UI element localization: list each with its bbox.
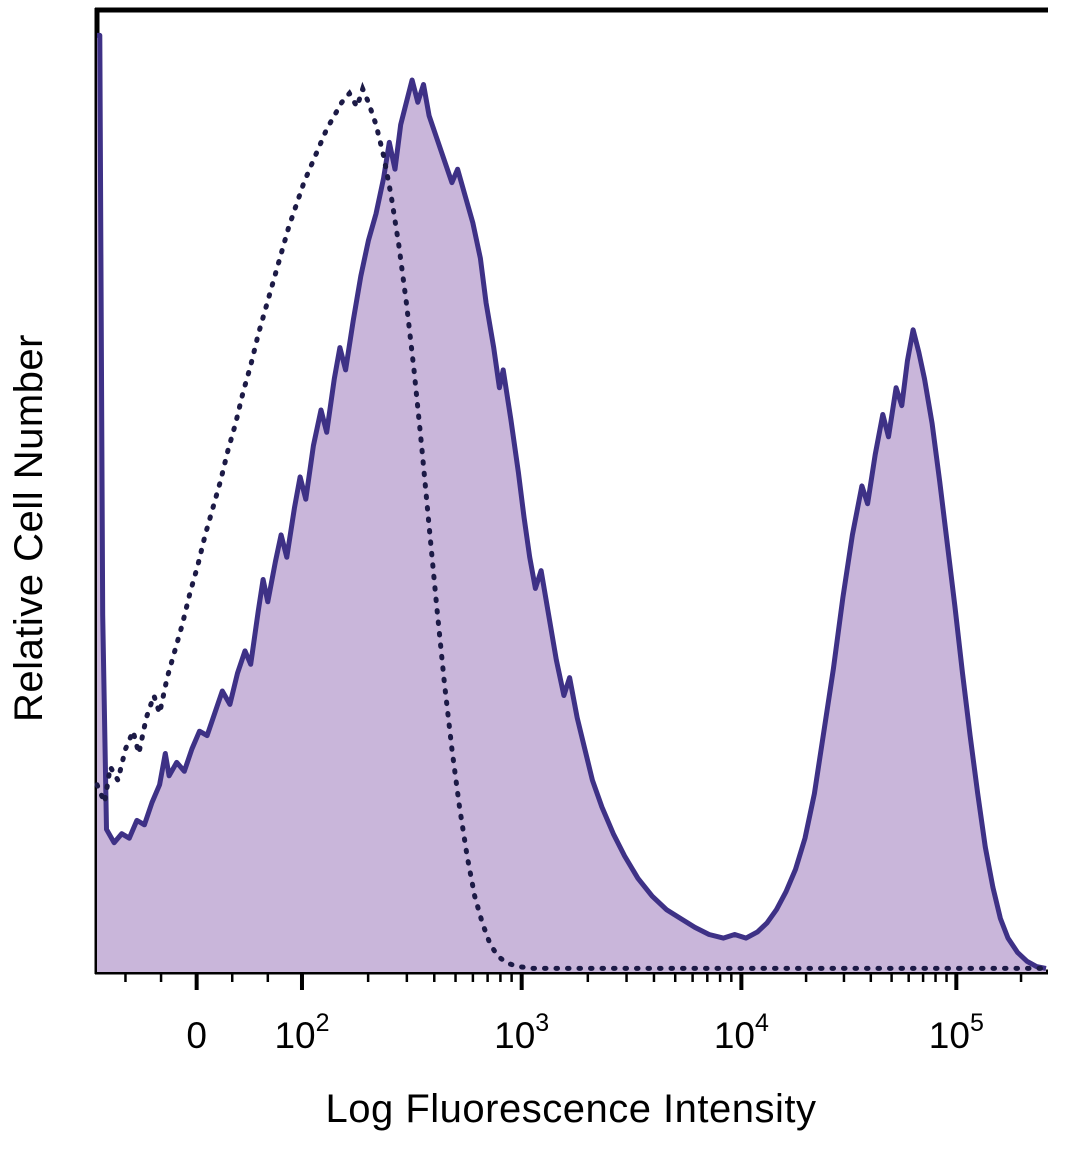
x-tick-label: 104 xyxy=(714,1009,769,1056)
x-tick-label: 103 xyxy=(494,1009,549,1056)
x-tick-label: 102 xyxy=(274,1009,329,1056)
filled-histogram-outline xyxy=(97,32,1047,971)
x-axis-label: Log Fluorescence Intensity xyxy=(325,1087,816,1131)
y-axis-label: Relative Cell Number xyxy=(7,334,51,722)
x-tick-label: 0 xyxy=(186,1015,207,1056)
x-axis-tick-labels: 0 102 103 104 105 xyxy=(186,1009,983,1056)
x-axis-ticks xyxy=(124,972,1023,990)
dotted-histogram-outline xyxy=(94,81,1049,971)
filled-histogram-area xyxy=(97,35,1046,972)
x-tick-label: 105 xyxy=(929,1009,984,1056)
